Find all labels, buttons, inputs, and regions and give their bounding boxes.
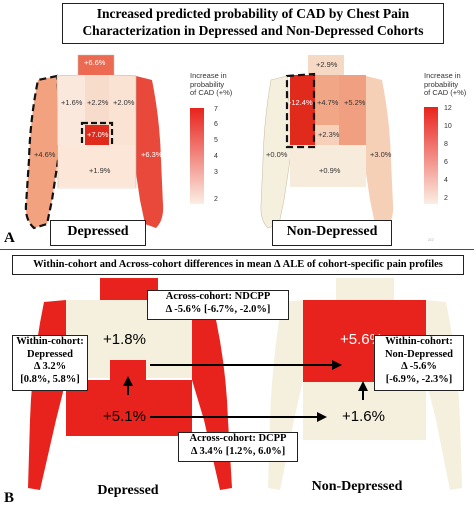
ndcpp-callout: Across-cohort: NDCPP Δ -5.6% [-6.7%, -2.… (147, 290, 289, 320)
nondep-neck-region (308, 55, 344, 75)
nondep-center-chest-label: +4.7% (317, 98, 339, 107)
nondep-legend-tick: 4 (444, 177, 448, 184)
dep-center-chest (85, 75, 109, 125)
dep-left-arm-label: +4.6% (34, 150, 56, 159)
depressed-body-map (24, 54, 164, 230)
nondep-small-mark: 2/2 (428, 237, 434, 242)
nondep-legend-tick: 6 (444, 159, 448, 166)
within-dep-line3: Δ 3.2% (33, 361, 67, 372)
nondep-legend-tick: 2 (444, 195, 448, 202)
within-dep-callout: Within-cohort: Depressed Δ 3.2% [0.8%, 5… (12, 335, 88, 391)
panel-a-title-line2: Characterization in Depressed and Non-De… (82, 23, 424, 38)
nondep-right-arm-label: +3.0% (370, 150, 392, 159)
dep-legend-tick: 6 (214, 121, 218, 128)
panel-b-letter: B (4, 490, 15, 506)
dep-upper-value: +1.8% (103, 331, 146, 348)
dep-sternum-label: +7.0% (87, 130, 109, 139)
dep-left-arm (24, 74, 64, 230)
panel-a-figures (0, 54, 474, 250)
within-nondep-line1: Within-cohort: (385, 336, 453, 347)
panel-a-letter: A (4, 230, 15, 246)
dep-right-chest-label: +2.0% (113, 98, 135, 107)
nondep-abdomen-label: +0.9% (319, 166, 341, 175)
dep-legend-title: Increase in probability of CAD (+%) (190, 71, 233, 97)
nondep-b-label: Non-Depressed (311, 479, 403, 494)
dep-legend-tick: 7 (214, 106, 218, 113)
nondep-neck-label: +2.9% (316, 60, 338, 69)
dcpp-line2: Δ 3.4% [1.2%, 6.0%] (190, 445, 286, 457)
within-dep-line4: [0.8%, 5.8%] (20, 373, 80, 385)
nondep-right-chest (339, 75, 366, 145)
dcpp-callout: Across-cohort: DCPP Δ 3.4% [1.2%, 6.0%] (178, 432, 298, 462)
dep-sternum (85, 125, 109, 145)
nondep-body-map (260, 55, 394, 229)
nondep-center-chest (315, 75, 339, 125)
nondep-abdomen (290, 145, 366, 187)
within-nondep-callout: Within-cohort: Non-Depressed Δ -5.6% [-6… (374, 335, 464, 391)
dep-neck-region (78, 55, 114, 75)
dep-lower-value: +5.1% (103, 408, 146, 425)
within-nondep-line2: Non-Depressed (384, 348, 454, 360)
within-nondep-line4: [-6.9%, -2.3%] (385, 373, 453, 385)
dep-right-arm-label: +6.3% (141, 150, 163, 159)
ndcpp-line2: Δ -5.6% [-6.7%, -2.0%] (165, 303, 271, 315)
ndcpp-line1: Across-cohort: NDCPP (165, 291, 271, 302)
nondep-sternum-label: +2.3% (318, 130, 340, 139)
nondep-b-sternum (346, 360, 380, 382)
within-dep-line2: Depressed (27, 348, 73, 360)
dep-right-chest (109, 75, 136, 145)
nondep-b-right-arm (426, 300, 462, 490)
nondep-upper-value: +5.6% (340, 331, 383, 348)
nondep-right-chest-label: +5.2% (344, 98, 366, 107)
nondep-body-label: Non-Depressed (272, 220, 392, 246)
dep-legend-tick: 2 (214, 196, 218, 203)
nondep-legend-bar (424, 107, 438, 204)
dep-left-chest-label: +1.6% (61, 98, 83, 107)
nondep-sternum (315, 125, 339, 145)
nondep-legend-tick: 10 (444, 123, 452, 130)
dep-body-label: Depressed (50, 220, 146, 246)
dep-abdomen-label: +1.9% (89, 166, 111, 175)
nondep-b-neck (336, 278, 394, 300)
within-nondep-line3: Δ -5.6% (401, 361, 437, 372)
nondep-legend-tick: 12 (444, 105, 452, 112)
panel-a-title: Increased predicted probability of CAD b… (62, 3, 444, 44)
dep-legend-tick: 5 (214, 137, 218, 144)
dep-abdomen (58, 145, 136, 187)
nondep-right-arm (361, 76, 394, 228)
nondep-legend-tick: 8 (444, 141, 448, 148)
within-dep-line1: Within-cohort: (16, 336, 84, 347)
dep-b-left-arm (28, 300, 66, 490)
dep-b-neck (100, 278, 158, 300)
panel-b-title: Within-cohort and Across-cohort differen… (12, 255, 464, 275)
dep-b-sternum (110, 360, 146, 382)
dep-legend-tick: 3 (214, 169, 218, 176)
panel-a-title-line1: Increased predicted probability of CAD b… (96, 6, 410, 21)
dep-right-arm (131, 76, 164, 228)
nondep-left-arm (260, 75, 293, 229)
dep-center-chest-label: +2.2% (87, 98, 109, 107)
nondep-left-chest-label: +12.4% (287, 98, 313, 107)
nondep-lower-value: +1.6% (342, 408, 385, 425)
nondep-b-abdomen (303, 382, 426, 440)
nondep-legend-title: Increase in probability of CAD (+%) (424, 71, 467, 97)
dep-left-chest (57, 75, 85, 145)
dcpp-line1: Across-cohort: DCPP (189, 433, 287, 444)
dep-neck-label: +6.6% (84, 58, 106, 67)
dep-b-label: Depressed (97, 483, 159, 498)
dep-legend-bar (190, 108, 204, 204)
nondep-left-arm-label: +0.0% (266, 150, 288, 159)
dep-legend-tick: 4 (214, 153, 218, 160)
nondep-left-chest (290, 75, 315, 145)
